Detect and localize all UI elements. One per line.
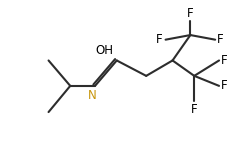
Text: F: F [220,54,227,67]
Text: F: F [191,103,198,116]
Text: F: F [220,79,227,92]
Text: F: F [217,33,223,46]
Text: F: F [187,7,194,20]
Text: OH: OH [96,44,114,57]
Text: N: N [88,89,97,102]
Text: F: F [156,33,163,46]
